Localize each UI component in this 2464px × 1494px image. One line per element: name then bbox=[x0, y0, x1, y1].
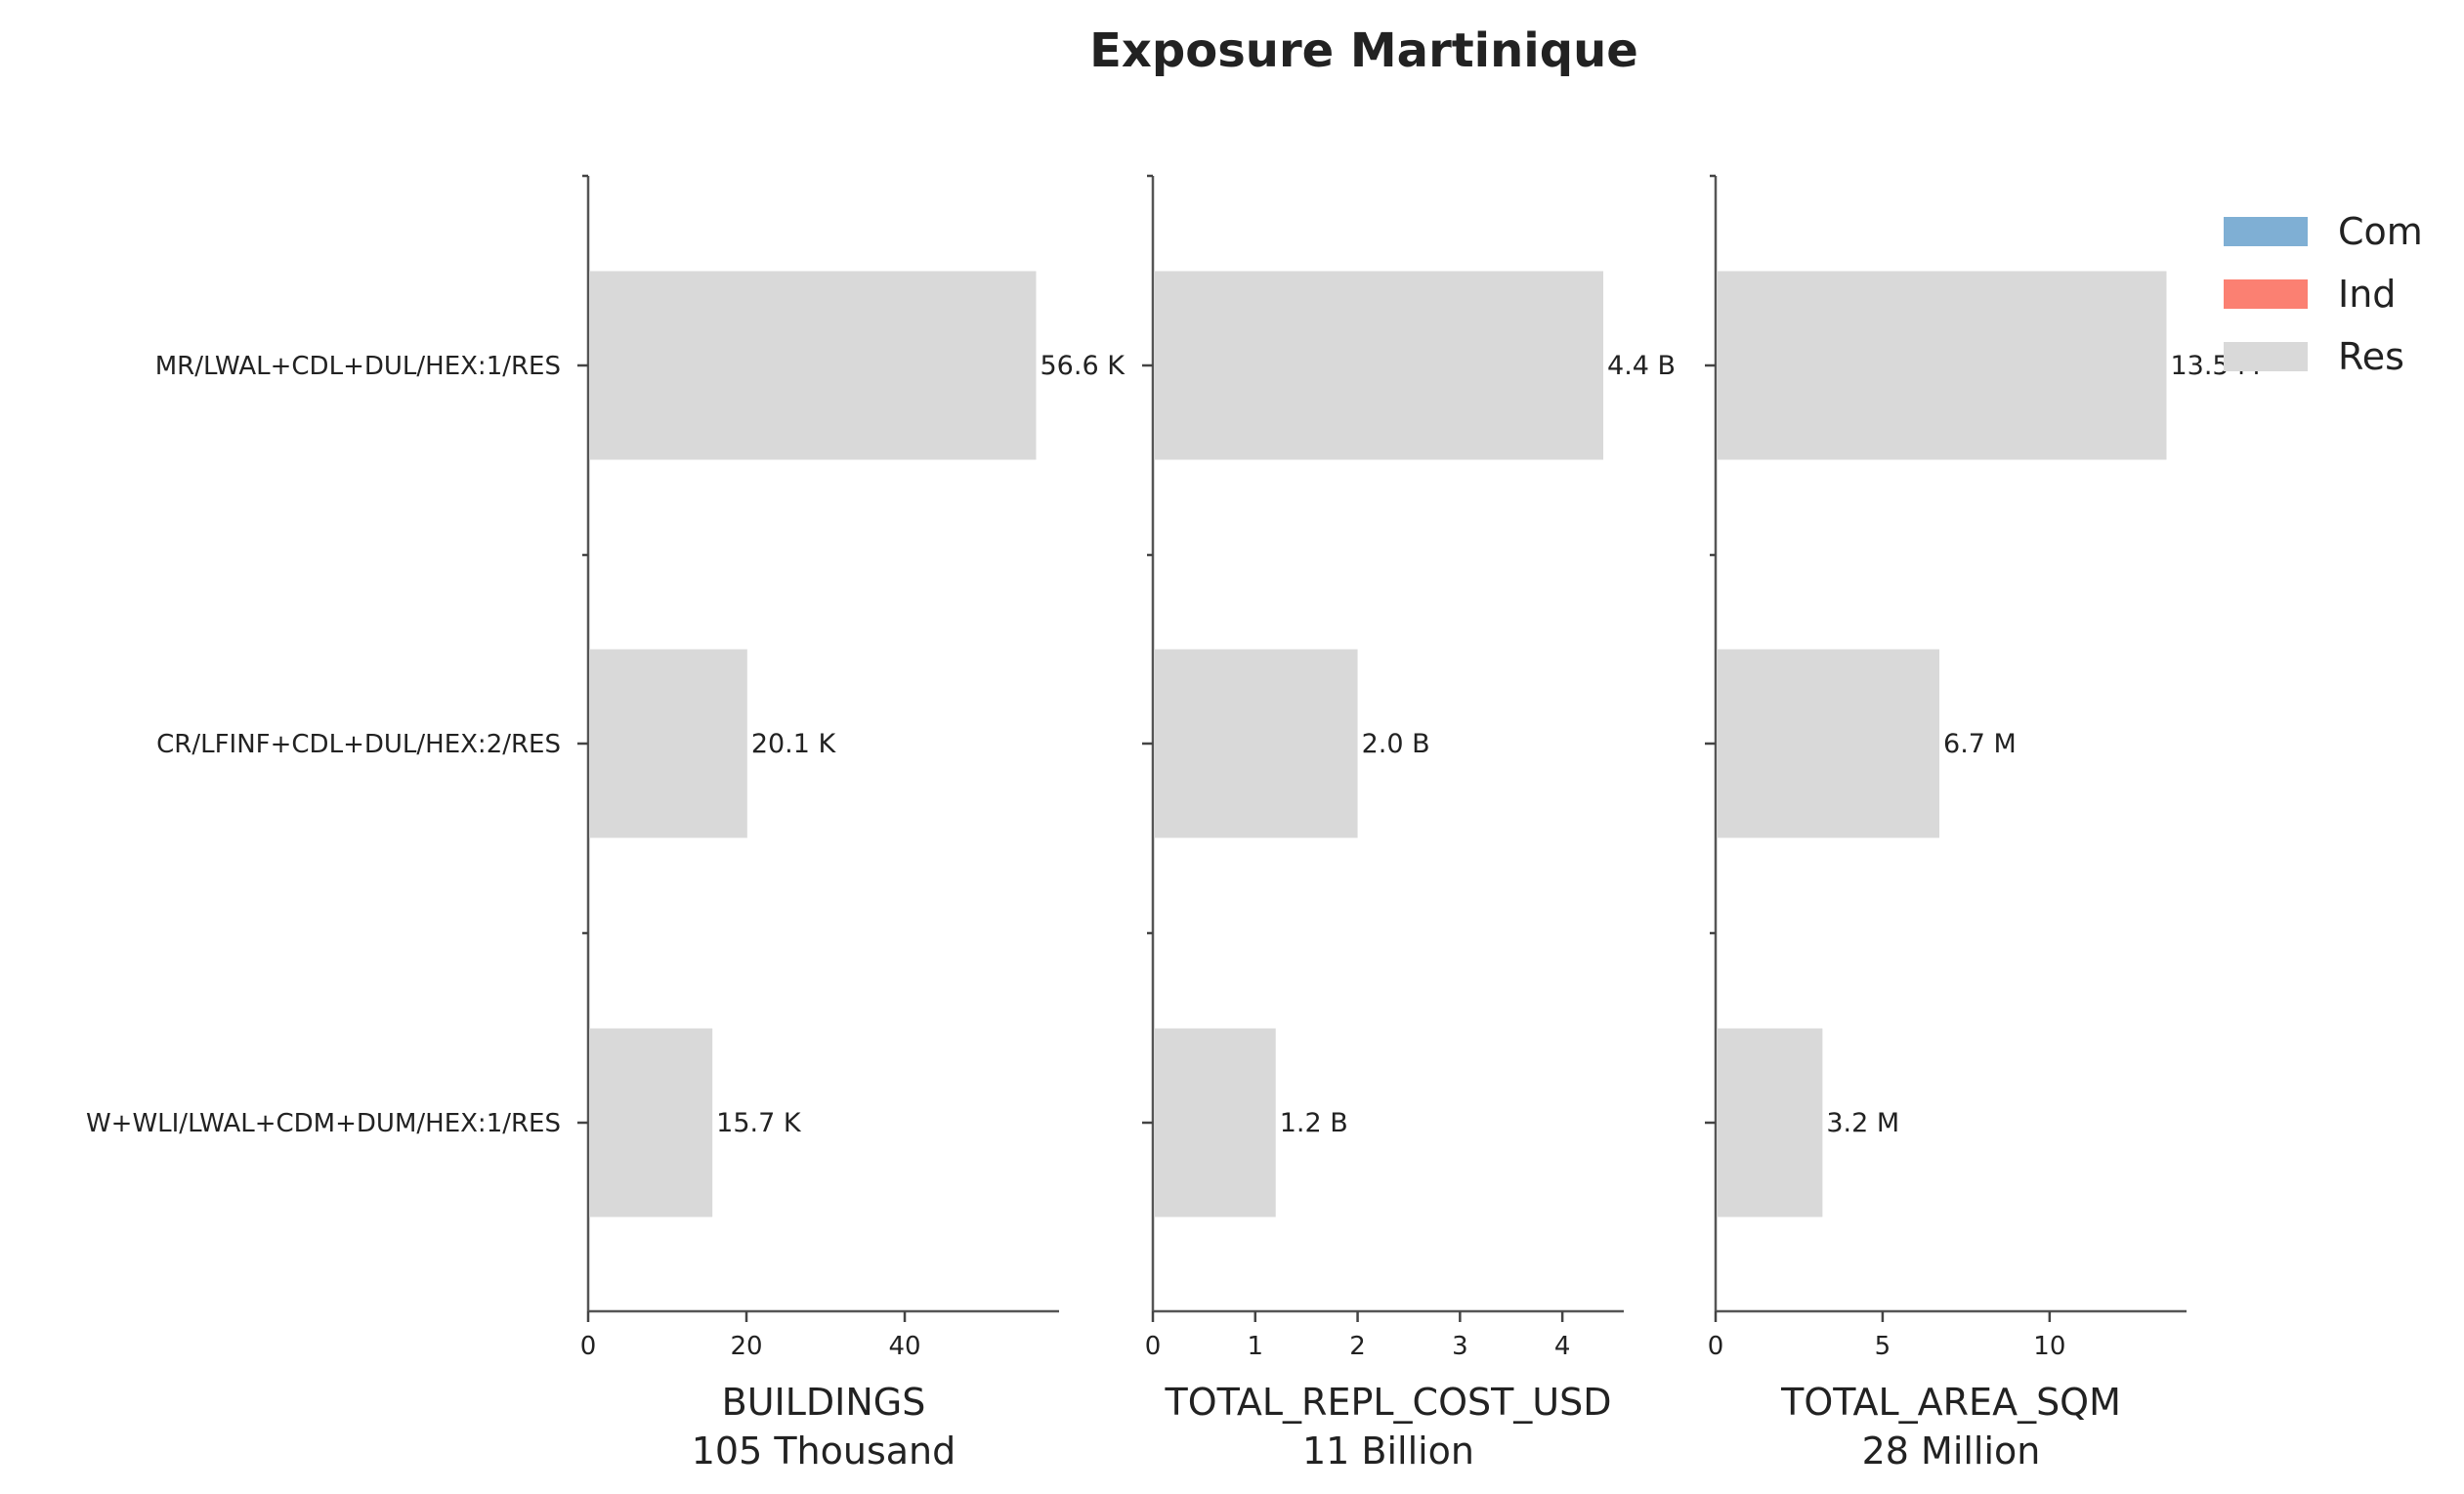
bar-value-label: 4.4 B bbox=[1607, 351, 1676, 381]
legend-label: Res bbox=[2338, 335, 2404, 378]
legend-swatch bbox=[2224, 279, 2308, 309]
bar-res bbox=[1154, 1028, 1276, 1217]
x-tick-label: 0 bbox=[1145, 1332, 1162, 1361]
legend-item-com: Com bbox=[2224, 210, 2423, 253]
bar-res bbox=[1717, 1028, 1823, 1217]
x-tick-label: 3 bbox=[1452, 1332, 1468, 1361]
bar-value-label: 6.7 M bbox=[1943, 729, 2017, 759]
x-axis-total-label: 28 Million bbox=[1862, 1430, 2041, 1473]
x-axis-label: TOTAL_AREA_SQM bbox=[1780, 1381, 2121, 1424]
x-tick-label: 5 bbox=[1875, 1332, 1891, 1361]
x-axis-label: TOTAL_REPL_COST_USD bbox=[1164, 1381, 1611, 1424]
bar-res bbox=[1717, 649, 1940, 838]
x-tick-label: 0 bbox=[1708, 1332, 1724, 1361]
legend-label: Ind bbox=[2338, 273, 2396, 316]
x-axis-total-label: 105 Thousand bbox=[692, 1430, 956, 1473]
bar-res bbox=[1154, 649, 1358, 838]
legend-swatch bbox=[2224, 342, 2308, 371]
x-tick-label: 20 bbox=[730, 1332, 762, 1361]
legend-label: Com bbox=[2338, 210, 2423, 253]
legend-swatch bbox=[2224, 217, 2308, 246]
bar-value-label: 2.0 B bbox=[1362, 729, 1430, 759]
panel-2: 4.4 B 2.0 B 1.2 B 0 1 2 3 4 TOTAL_REPL_COST_USD 1… bbox=[1142, 174, 1676, 1473]
bar-value-label: 3.2 M bbox=[1826, 1108, 1899, 1138]
bar-value-label: 1.2 B bbox=[1280, 1108, 1348, 1138]
panels-group: MR/LWAL+CDL+DUL/HEX:1/RES CR/LFINF+CDL+DU… bbox=[86, 174, 2260, 1473]
legend: Com Ind Res bbox=[2224, 210, 2423, 378]
chart-title: Exposure Martinique bbox=[1089, 23, 1638, 78]
bar-res bbox=[589, 649, 747, 838]
bar-res bbox=[589, 1028, 713, 1217]
panel-1: MR/LWAL+CDL+DUL/HEX:1/RES CR/LFINF+CDL+DU… bbox=[86, 174, 1126, 1473]
bar-value-label: 56.6 K bbox=[1041, 351, 1126, 381]
bar-res bbox=[589, 271, 1037, 460]
x-tick-label: 40 bbox=[888, 1332, 920, 1361]
x-tick-label: 4 bbox=[1554, 1332, 1571, 1361]
bar-value-label: 20.1 K bbox=[751, 729, 837, 759]
x-tick-label: 0 bbox=[580, 1332, 597, 1361]
x-tick-label: 10 bbox=[2033, 1332, 2065, 1361]
bar-res bbox=[1154, 271, 1604, 460]
legend-item-ind: Ind bbox=[2224, 273, 2396, 316]
x-tick-label: 1 bbox=[1248, 1332, 1264, 1361]
category-label: MR/LWAL+CDL+DUL/HEX:1/RES bbox=[155, 352, 561, 381]
category-label: CR/LFINF+CDL+DUL/HEX:2/RES bbox=[156, 730, 561, 759]
category-label: W+WLI/LWAL+CDM+DUM/HEX:1/RES bbox=[86, 1109, 561, 1138]
x-axis-label: BUILDINGS bbox=[722, 1381, 926, 1424]
bar-value-label: 15.7 K bbox=[716, 1108, 802, 1138]
x-tick-label: 2 bbox=[1349, 1332, 1366, 1361]
x-axis-total-label: 11 Billion bbox=[1302, 1430, 1474, 1473]
legend-item-res: Res bbox=[2224, 335, 2404, 378]
bar-res bbox=[1717, 271, 2167, 460]
